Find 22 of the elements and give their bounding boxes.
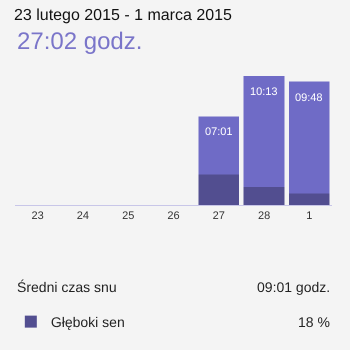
chart-title: 23 lutego 2015 - 1 marca 2015	[14, 6, 232, 24]
bar	[288, 82, 330, 194]
x-tick-label: 24	[76, 210, 90, 222]
bar	[198, 174, 240, 205]
bar	[244, 76, 284, 187]
bar	[288, 193, 330, 205]
x-tick-label: 28	[258, 210, 270, 222]
text: Średni czas snu	[17, 279, 117, 295]
bar	[198, 116, 240, 175]
x-tick-label: 27	[212, 210, 225, 222]
annotation: 07:01	[205, 126, 233, 138]
x-tick-label: 23	[32, 210, 44, 222]
bar	[244, 186, 284, 205]
annotation: 10:13	[250, 86, 278, 98]
x-tick-label: 25	[122, 210, 134, 222]
x-tick-label: 26	[167, 210, 180, 222]
text: 09:01 godz.	[257, 279, 330, 295]
chart-subtitle: 27:02 godz.	[17, 28, 142, 55]
text: 18 %	[298, 314, 330, 330]
x-tick-label: 1	[306, 210, 312, 222]
legend-label: Głęboki sen	[50, 314, 125, 330]
annotation: 09:48	[295, 92, 323, 104]
